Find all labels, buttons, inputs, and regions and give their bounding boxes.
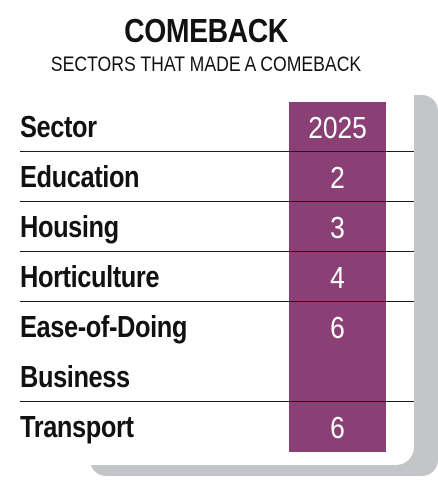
table-row: Education 2 — [20, 152, 414, 202]
chart-subtitle: SECTORS THAT MADE A COMEBACK — [50, 53, 362, 76]
sector-name: Transport — [20, 409, 134, 444]
value-cell: 2 — [330, 160, 345, 195]
sector-cell: Horticulture — [20, 252, 237, 302]
value-cell: 4 — [330, 260, 345, 295]
value-cell: 6 — [330, 410, 345, 445]
sector-name-line-1: Ease-of-Doing — [20, 309, 187, 344]
value-cell: 3 — [330, 210, 345, 245]
column-header-sector: Sector — [20, 109, 97, 144]
table-row: Transport 6 — [20, 402, 414, 452]
sector-name: Horticulture — [20, 259, 160, 294]
sector-cell: Education — [20, 152, 237, 202]
sector-cell: Ease-of-Doing Business — [20, 302, 237, 402]
sector-name: Education — [20, 159, 140, 194]
sector-name-line-2: Business — [20, 359, 130, 394]
table-header-row: Sector 2025 — [20, 102, 414, 152]
table-row: Horticulture 4 — [20, 252, 414, 302]
column-header-year: 2025 — [308, 110, 367, 145]
header: COMEBACK SECTORS THAT MADE A COMEBACK — [0, 12, 412, 78]
data-table: Sector 2025 Education 2 Housing 3 Hortic… — [20, 102, 414, 452]
sector-name: Housing — [20, 209, 119, 244]
value-cell: 6 — [330, 310, 345, 345]
sector-cell: Transport — [20, 402, 237, 452]
chart-title: COMEBACK — [124, 12, 288, 49]
table-row: Housing 3 — [20, 202, 414, 252]
table-row: Ease-of-Doing Business 6 — [20, 302, 414, 402]
sector-cell: Housing — [20, 202, 237, 252]
highlight-column — [289, 102, 386, 452]
